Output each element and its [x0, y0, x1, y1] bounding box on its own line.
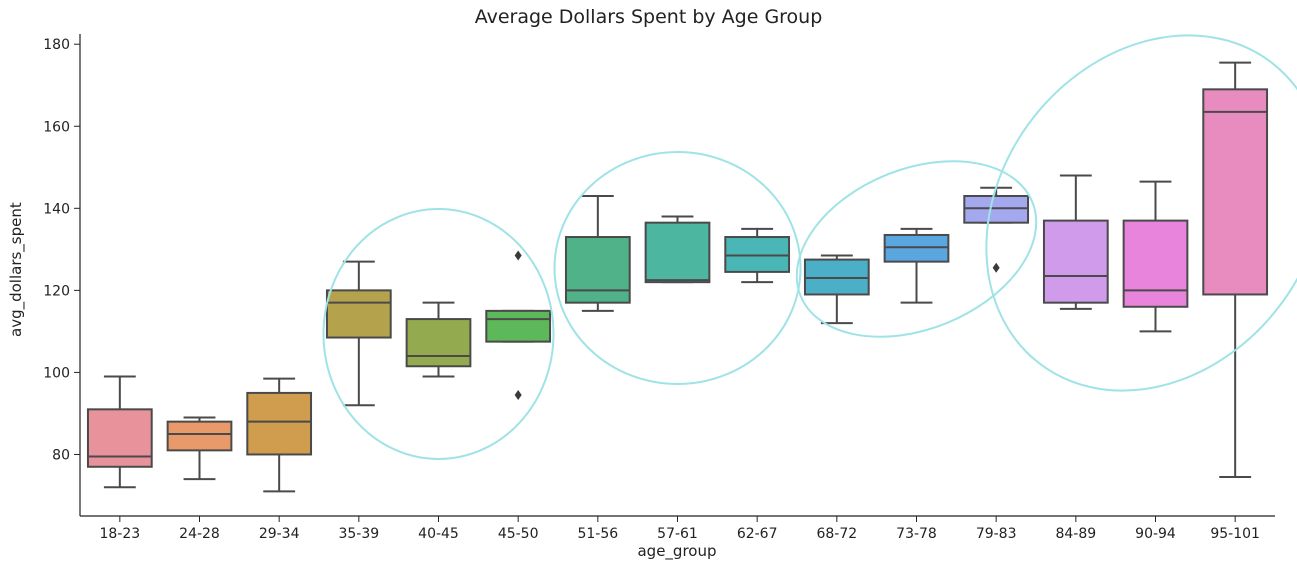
- highlight-ellipse-3: [795, 160, 1038, 338]
- x-tick-label-40-45: 40-45: [418, 526, 459, 542]
- y-tick-label-140: 140: [43, 201, 70, 217]
- box-73-78: [883, 233, 950, 263]
- x-tick-label-62-67: 62-67: [737, 526, 778, 542]
- box-40-45: [405, 318, 472, 368]
- chart-title: Average Dollars Spent by Age Group: [474, 6, 823, 28]
- box-62-67: [724, 236, 791, 273]
- x-tick-label-24-28: 24-28: [179, 526, 220, 542]
- x-tick-label-35-39: 35-39: [338, 526, 379, 542]
- box-45-50: [485, 309, 552, 343]
- box-51-56: [564, 236, 631, 304]
- y-tick-label-120: 120: [43, 283, 70, 299]
- outlier-45-50-1: [514, 250, 522, 261]
- box-18-23: [86, 408, 153, 468]
- x-axis-label: age_group: [637, 542, 717, 560]
- box-95-101: [1202, 88, 1269, 296]
- x-tick-label-95-101: 95-101: [1210, 526, 1260, 542]
- box-90-94: [1122, 219, 1189, 308]
- x-tick-label-18-23: 18-23: [99, 526, 140, 542]
- x-tick-label-90-94: 90-94: [1135, 526, 1176, 542]
- outlier-79-83-0: [992, 262, 1000, 273]
- y-tick-label-80: 80: [52, 447, 70, 463]
- y-tick-label-160: 160: [43, 119, 70, 135]
- outlier-45-50-0: [514, 389, 522, 400]
- box-24-28: [166, 420, 233, 452]
- x-tick-label-73-78: 73-78: [896, 526, 937, 542]
- highlight-ellipse-4: [985, 34, 1297, 392]
- x-tick-label-51-56: 51-56: [577, 526, 618, 542]
- box-79-83: [963, 195, 1030, 224]
- highlight-ellipse-1: [322, 208, 555, 460]
- box-68-72: [803, 258, 870, 296]
- y-tick-label-100: 100: [43, 365, 70, 381]
- x-tick-label-84-89: 84-89: [1055, 526, 1096, 542]
- box-84-89: [1042, 219, 1109, 304]
- x-tick-label-68-72: 68-72: [816, 526, 857, 542]
- x-tick-label-79-83: 79-83: [976, 526, 1017, 542]
- highlight-ellipse-2: [553, 151, 802, 385]
- x-tick-label-57-61: 57-61: [657, 526, 698, 542]
- box-57-61: [644, 221, 711, 284]
- box-35-39: [325, 289, 392, 339]
- y-tick-label-180: 180: [43, 37, 70, 53]
- x-tick-label-29-34: 29-34: [259, 526, 300, 542]
- x-tick-label-45-50: 45-50: [498, 526, 539, 542]
- box-29-34: [246, 391, 313, 456]
